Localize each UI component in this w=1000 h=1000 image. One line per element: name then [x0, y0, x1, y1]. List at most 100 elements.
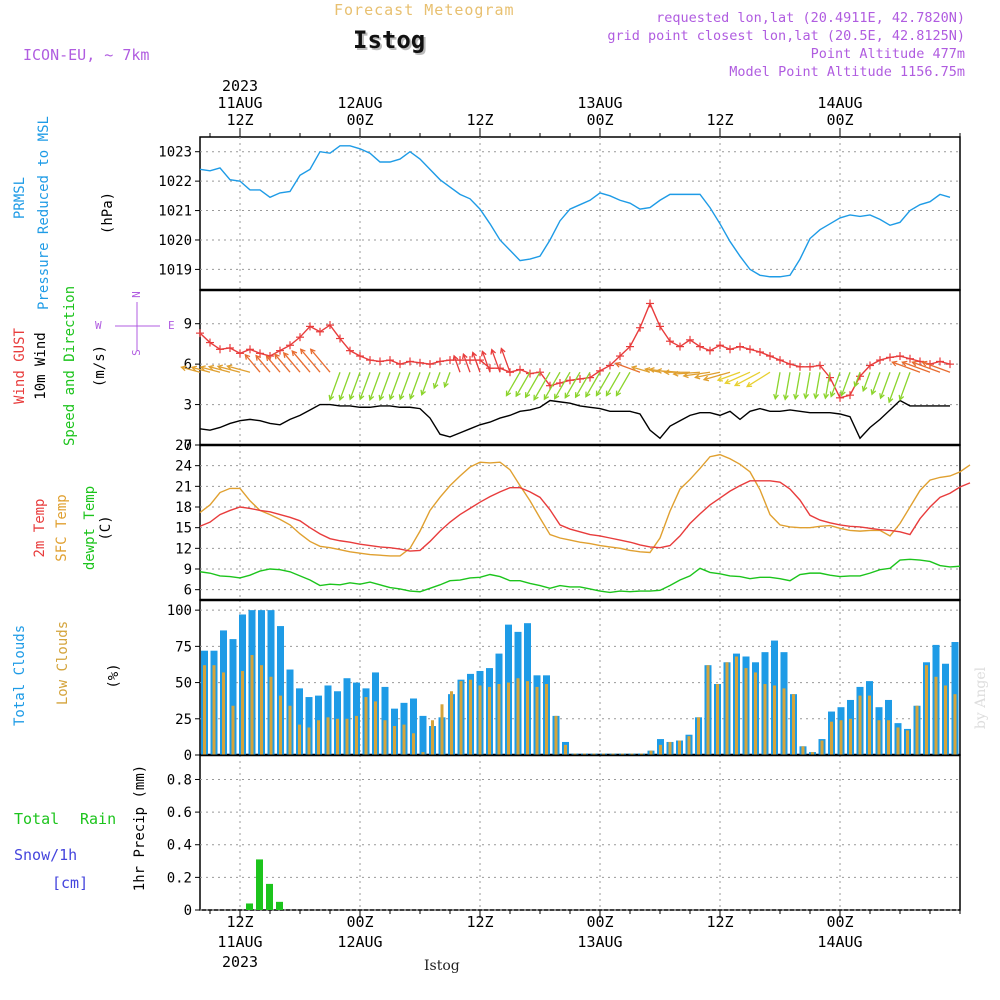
wind-dir-arrowhead	[199, 365, 206, 372]
wind-dir-arrow	[725, 371, 751, 384]
wind-dir-arrow	[854, 371, 861, 387]
wind-dir-arrow	[615, 362, 641, 373]
wind-dir-arrow	[746, 371, 771, 388]
wind-dir-arrowhead	[724, 378, 731, 385]
wind-dir-arrowhead	[733, 380, 741, 387]
wind-dir-arrow	[453, 355, 461, 373]
wind-dir-arrowhead	[793, 393, 799, 401]
wind-dir-arrow	[717, 371, 741, 381]
wind-dir-arrowhead	[782, 394, 789, 401]
wind-dir-arrow	[794, 372, 801, 399]
wind-dir-arrowhead	[274, 353, 280, 360]
low-cloud-bar	[649, 750, 653, 755]
wind-dir-arrow	[525, 371, 541, 398]
footer-station: Istog	[424, 958, 460, 974]
top-time-label: 00Z	[826, 111, 853, 129]
wind-dir-arrowhead	[614, 361, 621, 368]
wind-dir-arrow	[359, 371, 371, 400]
low-cloud-bar	[934, 676, 938, 755]
low-cloud-bar	[820, 740, 824, 755]
total-cloud-bar	[296, 688, 303, 755]
wind-dir-arrow	[329, 371, 341, 401]
wind-dir-arrowhead	[655, 367, 663, 374]
temp2m-line	[199, 480, 971, 552]
compass-w: W	[95, 319, 102, 332]
wind-dir-arrowhead	[338, 394, 345, 402]
low-cloud-bar	[431, 720, 434, 755]
wind-dir-arrowhead	[644, 367, 651, 373]
wind-dir-arrow	[888, 371, 901, 403]
wind-dir-arrow	[734, 371, 761, 387]
low-cloud-bar	[250, 655, 254, 755]
low-cloud-bar	[279, 695, 282, 755]
precip-snow-label: Snow/1h	[14, 846, 78, 864]
low-cloud-bar	[877, 720, 881, 755]
wind-dir-arrowhead	[829, 391, 836, 398]
wind-dir-arrow	[703, 371, 731, 381]
top-time-label: 00Z	[346, 111, 373, 129]
low-cloud-bar	[868, 695, 871, 755]
wind-dir-arrowhead	[265, 355, 272, 362]
wind-dir-arrow	[491, 349, 501, 373]
low-cloud-bar	[744, 668, 748, 755]
wind-dir-arrowhead	[554, 393, 560, 400]
total-cloud-bar	[419, 715, 427, 755]
y-tick-label: 25	[175, 712, 192, 728]
wind-dir-arrow	[421, 371, 431, 395]
wind-dir-arrowhead	[891, 360, 898, 367]
wind-dir-arrow	[695, 371, 721, 379]
panel-frame	[199, 136, 961, 291]
bottom-time-label: 12Z	[706, 913, 733, 931]
low-cloud-bar	[516, 678, 520, 755]
wind-dir-arrowhead	[533, 394, 539, 401]
wind10m-line	[199, 399, 950, 440]
low-cloud-bar	[763, 684, 767, 755]
y-tick-label: 18	[175, 500, 192, 516]
wind-dir-arrow	[645, 368, 661, 373]
y-tick-label: 3	[184, 398, 192, 414]
y-tick-label: 1021	[158, 204, 192, 220]
compass-e: E	[168, 319, 175, 332]
wind-dir-arrowhead	[471, 351, 478, 358]
low-cloud-bar	[782, 688, 786, 755]
wind-dir-arrowhead	[853, 381, 860, 388]
low-cloud-bar	[440, 704, 444, 755]
wind-dir-arrow	[902, 361, 931, 373]
panel-frame	[199, 289, 961, 446]
bottom-time-label: 11AUG	[217, 933, 262, 951]
low-cloud-bar	[421, 752, 425, 755]
top-time-label: 13AUG	[577, 94, 622, 112]
wind-dir-arrowhead	[694, 373, 701, 380]
top-time-label: 11AUG	[217, 94, 262, 112]
wind-dir-arrow	[379, 371, 391, 401]
low-cloud-bar	[497, 684, 501, 755]
low-cloud-bar	[716, 684, 719, 755]
wind-dir-arrow	[554, 371, 571, 400]
top-time-label: 00Z	[586, 111, 613, 129]
wind-dir-arrowhead	[901, 360, 908, 367]
wind-dir-arrow	[830, 371, 841, 397]
wind-dir-arrowhead	[309, 348, 316, 355]
low-cloud-bar	[326, 717, 330, 755]
wind-dir-arrow	[389, 371, 401, 400]
wind-dir-arrowhead	[398, 394, 405, 401]
wind-dir-arrowhead	[585, 391, 591, 398]
low-cloud-bar	[611, 753, 615, 755]
wind-dir-arrow	[244, 354, 261, 373]
y-tick-label: 9	[184, 317, 192, 333]
low-cloud-bar	[374, 701, 377, 755]
wind-dir-arrowhead	[663, 369, 670, 376]
wind-dir-arrow	[804, 372, 811, 399]
wind-dir-arrow	[291, 350, 311, 373]
precip-bar	[246, 903, 253, 910]
wind-dir-arrowhead	[605, 390, 612, 397]
total-cloud-bar	[277, 626, 284, 755]
sfc-temp-line	[199, 453, 971, 557]
wind-dir-arrowhead	[615, 390, 622, 397]
wind-dir-arrowhead	[452, 354, 459, 361]
total-cloud-bar	[305, 697, 313, 755]
pressure-line	[199, 145, 951, 278]
wind-dir-arrow	[208, 365, 231, 373]
low-cloud-bar	[488, 686, 491, 755]
wind-dir-arrowhead	[515, 391, 521, 398]
